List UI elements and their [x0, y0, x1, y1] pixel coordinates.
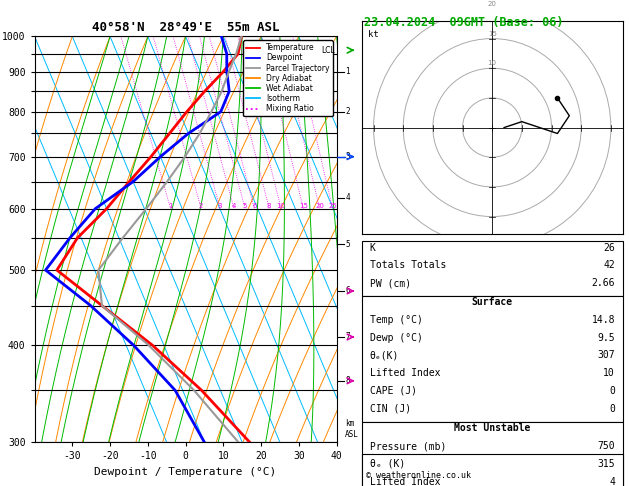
Text: 7: 7: [345, 332, 350, 342]
Text: 3: 3: [218, 203, 222, 208]
Text: 3: 3: [345, 152, 350, 161]
Text: 4: 4: [232, 203, 236, 208]
Text: 0: 0: [609, 386, 615, 396]
Title: 40°58'N  28°49'E  55m ASL: 40°58'N 28°49'E 55m ASL: [92, 21, 279, 34]
Text: PW (cm): PW (cm): [369, 278, 411, 288]
Legend: Temperature, Dewpoint, Parcel Trajectory, Dry Adiabat, Wet Adiabat, Isotherm, Mi: Temperature, Dewpoint, Parcel Trajectory…: [243, 40, 333, 116]
Text: 2.66: 2.66: [591, 278, 615, 288]
Text: 15: 15: [299, 203, 308, 208]
Text: 4: 4: [345, 193, 350, 202]
Text: 42: 42: [603, 260, 615, 270]
Text: Pressure (mb): Pressure (mb): [369, 441, 446, 451]
Text: 750: 750: [598, 441, 615, 451]
Text: 1: 1: [345, 68, 350, 76]
Text: 6: 6: [252, 203, 257, 208]
Text: 26: 26: [603, 243, 615, 253]
Text: θₑ(K): θₑ(K): [369, 350, 399, 360]
Text: 14.8: 14.8: [591, 315, 615, 325]
Text: 20: 20: [315, 203, 324, 208]
Text: 20: 20: [487, 1, 497, 7]
Text: Surface: Surface: [472, 297, 513, 307]
Text: 4: 4: [609, 477, 615, 486]
Text: kt: kt: [367, 30, 379, 39]
Text: Most Unstable: Most Unstable: [454, 423, 530, 434]
Text: 0: 0: [609, 403, 615, 414]
Text: 8: 8: [345, 376, 350, 385]
Text: 1: 1: [169, 203, 173, 208]
FancyBboxPatch shape: [362, 454, 623, 486]
Text: Lifted Index: Lifted Index: [369, 368, 440, 378]
X-axis label: Dewpoint / Temperature (°C): Dewpoint / Temperature (°C): [94, 467, 277, 477]
Text: 8: 8: [267, 203, 272, 208]
FancyBboxPatch shape: [362, 296, 623, 422]
Text: km
ASL: km ASL: [345, 419, 359, 439]
Text: CAPE (J): CAPE (J): [369, 386, 416, 396]
Text: θₑ (K): θₑ (K): [369, 459, 404, 469]
Text: 2: 2: [345, 107, 350, 116]
Text: Lifted Index: Lifted Index: [369, 477, 440, 486]
Text: 2: 2: [199, 203, 203, 208]
Text: 23.04.2024  09GMT (Base: 06): 23.04.2024 09GMT (Base: 06): [364, 16, 563, 29]
Text: Temp (°C): Temp (°C): [369, 315, 423, 325]
Text: 10: 10: [487, 60, 497, 67]
Text: 15: 15: [487, 31, 497, 37]
Text: Totals Totals: Totals Totals: [369, 260, 446, 270]
Text: 5: 5: [345, 240, 350, 249]
Text: 315: 315: [598, 459, 615, 469]
FancyBboxPatch shape: [362, 422, 623, 486]
Text: 9.5: 9.5: [598, 332, 615, 343]
Text: 10: 10: [277, 203, 286, 208]
FancyBboxPatch shape: [362, 241, 623, 296]
Text: Dewp (°C): Dewp (°C): [369, 332, 423, 343]
Text: 5: 5: [243, 203, 247, 208]
Text: CIN (J): CIN (J): [369, 403, 411, 414]
Text: 6: 6: [345, 286, 350, 295]
Text: K: K: [369, 243, 376, 253]
Text: © weatheronline.co.uk: © weatheronline.co.uk: [366, 471, 471, 480]
Text: 307: 307: [598, 350, 615, 360]
Text: 25: 25: [328, 203, 337, 208]
Text: LCL: LCL: [321, 46, 335, 55]
Text: 10: 10: [603, 368, 615, 378]
